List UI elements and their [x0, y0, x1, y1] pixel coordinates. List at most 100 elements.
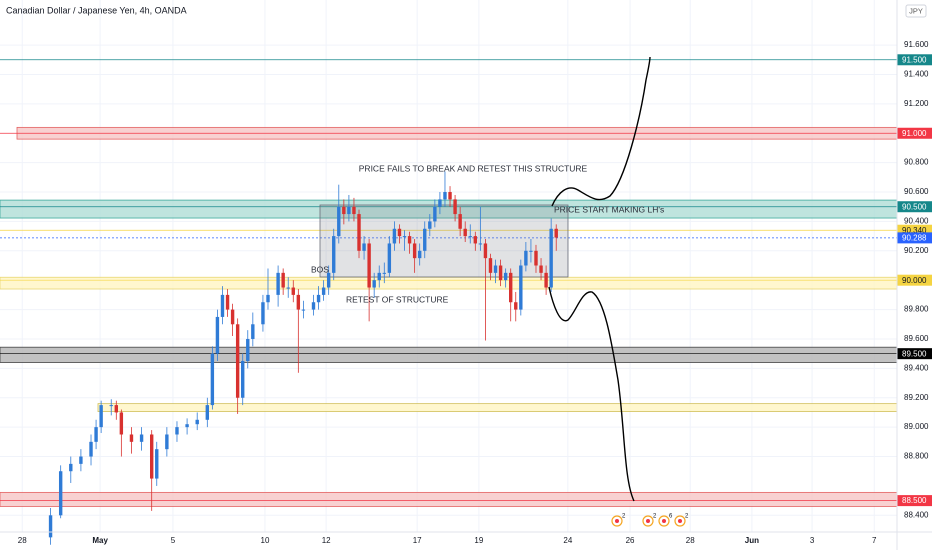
candle-body	[332, 236, 336, 273]
event-icon-dot	[662, 519, 666, 523]
y-tick-label: 89.600	[904, 334, 929, 343]
price-tag-label: 88.500	[902, 496, 927, 505]
candle-body	[503, 272, 508, 281]
zone	[0, 491, 898, 507]
candle-body	[235, 324, 240, 398]
event-icon-dot	[646, 519, 650, 523]
price-tag-label: 91.500	[902, 55, 927, 64]
candle-body	[291, 287, 295, 295]
annotation: PRICE START MAKING LH's	[554, 204, 664, 214]
candle-body	[109, 405, 113, 407]
candle-body	[165, 434, 169, 450]
candle-body	[463, 228, 467, 237]
candle-body	[519, 265, 523, 310]
candle-body	[554, 228, 558, 238]
y-tick-label: 89.200	[904, 393, 929, 402]
y-tick-label: 90.600	[904, 187, 929, 196]
candle-body	[524, 250, 528, 266]
candle-body	[225, 294, 230, 310]
event-icon-dot	[678, 519, 682, 523]
candle-body	[58, 471, 63, 516]
candle-body	[478, 243, 483, 245]
candle-body	[498, 265, 503, 281]
candle-body	[342, 206, 346, 215]
x-tick-label: 10	[261, 536, 270, 545]
y-tick-label: 89.000	[904, 422, 929, 431]
y-tick-label: 89.400	[904, 363, 929, 372]
candle-body	[438, 199, 442, 207]
candle-body	[99, 405, 103, 428]
candle-body	[493, 265, 498, 273]
x-tick-label: Jun	[745, 536, 759, 545]
candle-body	[367, 243, 371, 288]
x-tick-label: 17	[413, 536, 422, 545]
candles	[48, 171, 558, 545]
y-tick-label: 91.200	[904, 99, 929, 108]
candle-body	[428, 221, 432, 229]
candle-body	[407, 236, 412, 244]
price-tag	[897, 274, 932, 286]
candle-body	[458, 214, 462, 229]
candle-body	[453, 199, 457, 215]
price-tag	[897, 54, 932, 66]
candle-body	[483, 243, 488, 259]
x-tick-label: 5	[171, 536, 176, 545]
event-count: 6	[669, 514, 673, 520]
candle-body	[372, 280, 376, 288]
candle-body	[397, 228, 402, 237]
candle-body	[48, 515, 53, 538]
candle-body	[544, 272, 548, 288]
candle-body	[473, 236, 478, 244]
candle-body	[155, 449, 159, 479]
candle-body	[129, 434, 134, 442]
candle-body	[402, 236, 407, 238]
candle-body	[326, 272, 331, 288]
y-tick-label: 89.800	[904, 305, 929, 314]
price-tag-label: 90.000	[902, 276, 927, 285]
candle-body	[382, 272, 386, 274]
candle-body	[362, 243, 366, 251]
event-icon-dot	[615, 519, 619, 523]
x-tick-label: 12	[322, 536, 331, 545]
price-tag	[897, 127, 932, 139]
price-tag	[897, 495, 932, 507]
candle-body	[549, 228, 553, 288]
candle-body	[433, 206, 437, 222]
price-tag	[897, 224, 932, 236]
candle-body	[296, 294, 301, 310]
x-tick-label: 7	[872, 536, 877, 545]
x-tick-label: 28	[686, 536, 695, 545]
candle-body	[387, 243, 392, 273]
candle-body	[210, 353, 215, 406]
candle-body	[241, 361, 245, 398]
price-tag-label: 89.500	[902, 349, 927, 358]
y-tick-label: 91.600	[904, 40, 929, 49]
candle-body	[539, 265, 543, 273]
currency-box	[905, 4, 927, 18]
candle-body	[534, 250, 538, 266]
candle-body	[69, 463, 73, 472]
candle-body	[509, 272, 513, 303]
candle-body	[175, 427, 179, 435]
price-tag	[897, 232, 932, 244]
candle-body	[301, 309, 306, 311]
candle-body	[286, 287, 290, 289]
candle-body	[357, 214, 361, 251]
candle-body	[316, 294, 321, 303]
candle-body	[488, 258, 493, 273]
zone	[0, 276, 898, 290]
candle-body	[89, 441, 93, 457]
candle-body	[139, 434, 144, 442]
candle-body	[149, 434, 154, 479]
candle-body	[514, 302, 518, 310]
candle-body	[337, 206, 341, 237]
event-count: 2	[653, 514, 657, 520]
candle-body	[79, 456, 83, 464]
candle-body	[215, 316, 220, 354]
candle-body	[448, 192, 452, 200]
price-tag-label: 90.500	[902, 202, 927, 211]
y-tick-label: 91.400	[904, 70, 929, 79]
candle-body	[529, 250, 533, 252]
y-tick-label: 88.800	[904, 452, 929, 461]
